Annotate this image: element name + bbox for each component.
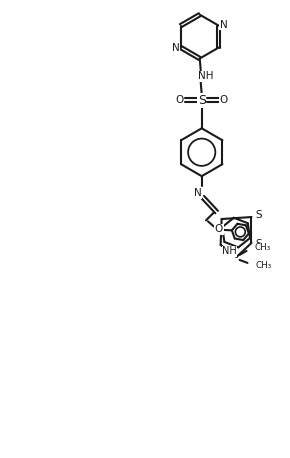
- Text: N: N: [220, 20, 228, 30]
- Text: O: O: [220, 95, 228, 105]
- Text: CH₃: CH₃: [255, 262, 271, 270]
- Text: S: S: [198, 94, 206, 107]
- Text: O: O: [215, 224, 223, 234]
- Text: N: N: [194, 188, 202, 198]
- Text: S: S: [255, 239, 262, 249]
- Text: N: N: [172, 43, 180, 53]
- Text: NH: NH: [222, 246, 237, 256]
- Text: NH: NH: [198, 71, 213, 82]
- Text: O: O: [176, 95, 184, 105]
- Text: S: S: [255, 210, 262, 220]
- Text: CH₃: CH₃: [254, 244, 271, 252]
